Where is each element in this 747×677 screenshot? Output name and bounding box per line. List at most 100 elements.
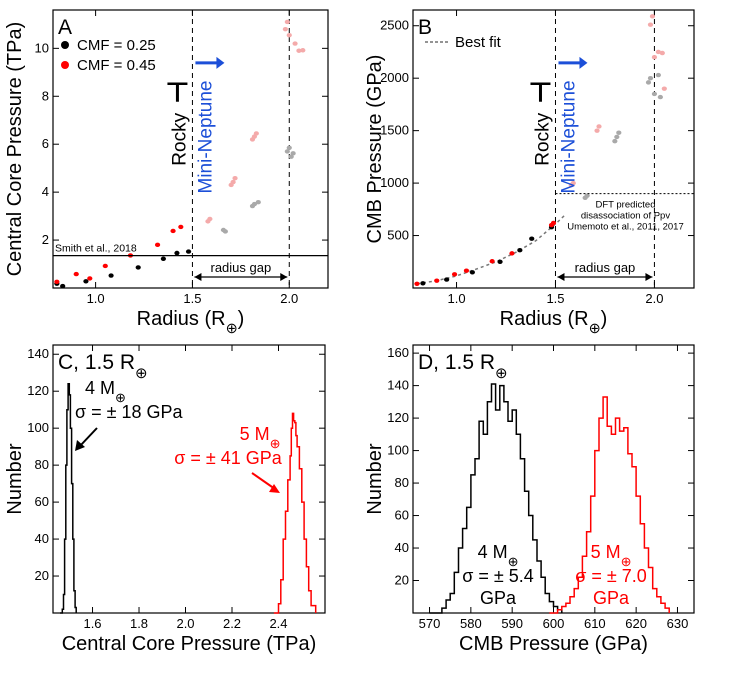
data-point	[60, 283, 66, 289]
data-point	[87, 276, 93, 281]
y-tick-label: 20	[395, 573, 409, 588]
data-point	[228, 182, 234, 188]
arrow-head	[557, 273, 565, 281]
y-tick-label: 100	[27, 420, 49, 435]
data-point	[54, 279, 60, 284]
data-point	[594, 128, 600, 133]
x-axis-label: Radius (R⊕)	[500, 308, 608, 337]
legend-label: CMF = 0.25	[77, 37, 156, 54]
panel-label: A	[58, 16, 72, 39]
black-mass-label: 4 M⊕	[85, 378, 126, 405]
data-point	[286, 145, 292, 151]
x-tick-label: 630	[667, 616, 689, 631]
x-tick-label: 1.6	[83, 616, 101, 631]
data-point	[414, 281, 420, 287]
red-pointer-arrow	[251, 472, 276, 490]
data-point	[249, 137, 256, 142]
mini-neptune-label: Mini-Neptune	[195, 80, 216, 193]
x-axis-label: CMB Pressure (GPa)	[459, 633, 648, 655]
panel-label: B	[418, 16, 432, 39]
red-sigma-label: σ = ± 41 GPa	[174, 448, 283, 468]
plot-frame	[412, 9, 695, 289]
y-tick-label: 4	[42, 184, 49, 199]
black-sigma-label: σ = ± 5.4	[462, 566, 534, 586]
x-tick-label: 610	[584, 616, 606, 631]
y-tick-label: 160	[387, 345, 409, 360]
x-axis-label: Central Core Pressure (TPa)	[62, 633, 317, 655]
rocky-label: Rocky	[169, 112, 190, 165]
x-tick-label: 620	[625, 616, 647, 631]
red-mass-label: 5 M⊕	[591, 542, 632, 569]
x-tick-label: 1.5	[183, 291, 201, 306]
data-point	[420, 281, 426, 286]
x-tick-label: 2.0	[645, 291, 663, 306]
y-tick-label: 80	[35, 457, 49, 472]
dft-label: Umemoto et al., 2011, 2017	[567, 222, 684, 233]
data-point	[290, 151, 296, 156]
data-point	[659, 50, 665, 56]
data-point	[614, 134, 620, 140]
x-tick-label: 570	[419, 616, 441, 631]
x-tick-label: 1.5	[546, 291, 564, 306]
y-tick-label: 10	[35, 40, 49, 55]
x-tick-label: 580	[460, 616, 482, 631]
data-point	[570, 180, 576, 186]
data-point	[300, 48, 306, 53]
x-tick-label: 1.0	[447, 291, 465, 306]
data-point	[647, 22, 654, 27]
x-tick-label: 2.2	[223, 616, 241, 631]
data-point	[284, 19, 290, 25]
black-unit-label: GPa	[480, 588, 517, 608]
rocky-label: Rocky	[532, 112, 553, 165]
x-tick-label: 2.0	[280, 291, 298, 306]
data-point	[251, 201, 258, 207]
data-point	[509, 251, 515, 256]
y-tick-label: 20	[35, 568, 49, 583]
best-fit-line	[416, 214, 566, 285]
red-mass-label: 5 M⊕	[240, 424, 281, 451]
data-point	[584, 193, 590, 198]
data-point	[657, 94, 663, 100]
x-tick-label: 2.0	[176, 616, 194, 631]
arrow-head	[269, 484, 280, 493]
panel-a: 1.0 1.5 2.0 2 4 6 8 10 Radius (R⊕) Central Core P…	[4, 9, 329, 337]
y-axis-label: CMB Pressure (GPa)	[364, 55, 386, 244]
red-sigma-label: σ = ± 7.0	[575, 566, 647, 586]
data-point	[253, 131, 259, 136]
black-pointer-arrow	[79, 427, 98, 447]
data-point	[232, 176, 238, 181]
data-point	[651, 91, 658, 97]
data-point	[102, 263, 108, 269]
data-point	[444, 277, 450, 282]
smith-label: Smith et al., 2018	[55, 243, 137, 255]
arrow-head	[216, 56, 225, 69]
data-point	[292, 41, 298, 46]
data-point	[288, 154, 294, 159]
data-point	[73, 271, 79, 277]
black-sigma-label: σ = ± 18 GPa	[75, 402, 184, 422]
histogram-line	[60, 383, 77, 614]
x-tick-label: 590	[501, 616, 523, 631]
y-tick-label: 1000	[380, 175, 409, 190]
radius-gap-label: radius gap	[575, 260, 636, 275]
y-tick-label: 100	[387, 443, 409, 458]
arrow-head	[645, 273, 653, 281]
legend-label: CMF = 0.45	[77, 57, 156, 74]
x-axis-label: Radius (R⊕)	[137, 308, 245, 337]
data-point	[284, 149, 290, 154]
arrow-head	[194, 273, 202, 281]
y-tick-label: 120	[27, 383, 49, 398]
legend-marker	[61, 41, 69, 49]
y-tick-label: 2	[42, 232, 49, 247]
y-tick-label: 40	[35, 531, 49, 546]
data-point	[645, 80, 652, 85]
y-tick-label: 80	[395, 475, 409, 490]
arrow-head	[579, 56, 588, 69]
radius-gap-label: radius gap	[210, 260, 271, 275]
y-tick-label: 60	[395, 508, 409, 523]
x-tick-label: 1.0	[87, 291, 105, 306]
y-axis-label: Number	[4, 443, 26, 514]
y-tick-label: 140	[27, 346, 49, 361]
y-tick-label: 140	[387, 378, 409, 393]
histogram-line	[429, 383, 563, 614]
